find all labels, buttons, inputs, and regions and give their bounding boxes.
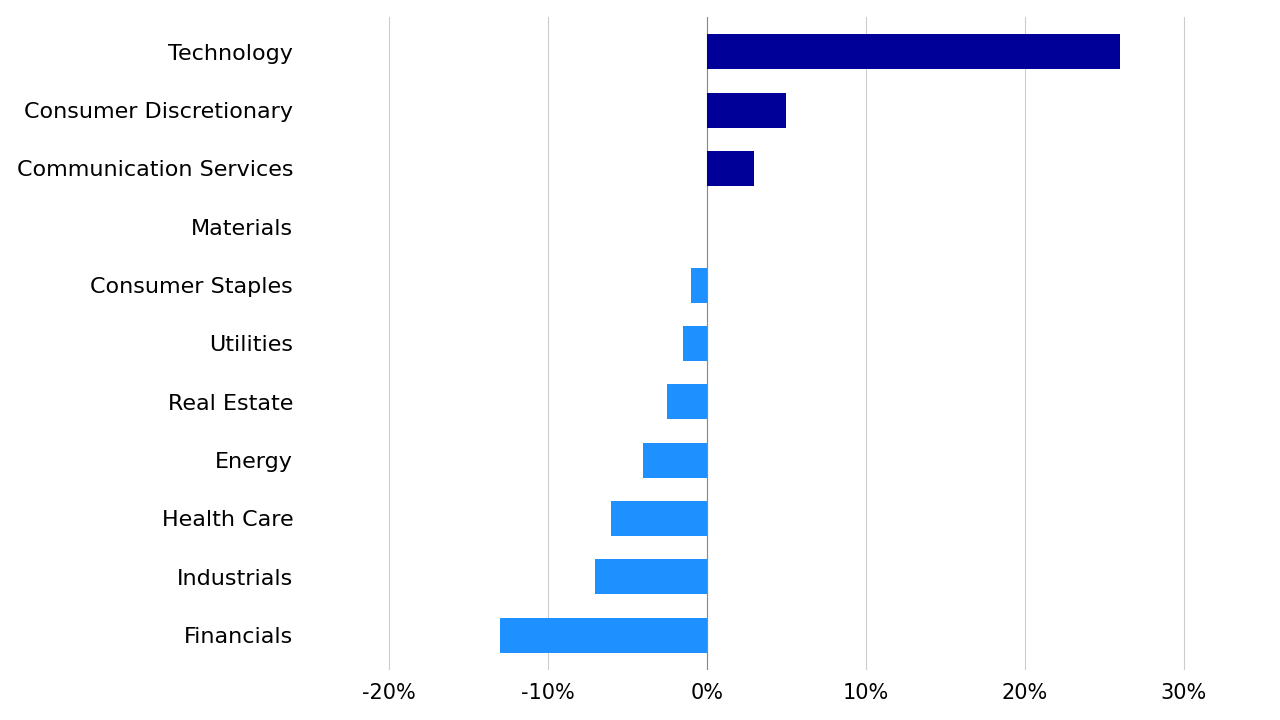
Bar	[707, 92, 786, 127]
Bar	[500, 618, 707, 652]
Bar	[595, 559, 707, 594]
Bar	[707, 151, 754, 186]
Bar	[667, 384, 707, 419]
Bar	[691, 268, 707, 302]
Bar	[682, 326, 707, 361]
Bar	[612, 501, 707, 536]
Bar	[643, 443, 707, 477]
Bar	[707, 34, 1120, 69]
